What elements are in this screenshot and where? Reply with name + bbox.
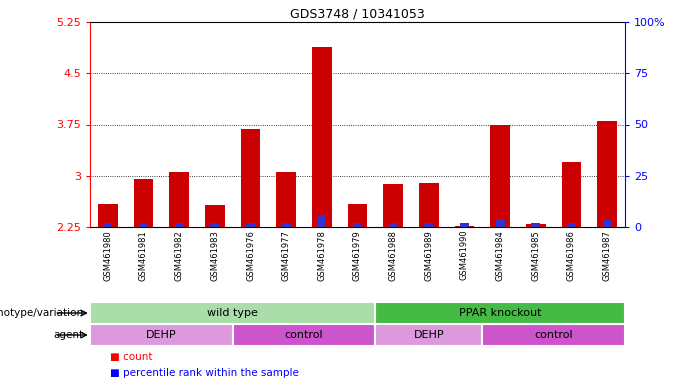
Bar (98, 204, 118, 227)
Text: ■ percentile rank within the sample: ■ percentile rank within the sample (110, 367, 299, 377)
Bar (282, 223, 290, 227)
Bar (318, 215, 326, 227)
Bar (567, 223, 576, 227)
Bar (246, 223, 255, 227)
Bar (562, 162, 581, 227)
Text: DEHP: DEHP (146, 330, 177, 340)
Bar (210, 223, 219, 227)
Bar (241, 129, 260, 227)
Bar (233, 324, 375, 346)
Bar (602, 219, 611, 227)
Bar (455, 226, 475, 227)
Bar (205, 205, 224, 227)
Bar (169, 172, 189, 227)
Bar (139, 223, 148, 227)
Text: control: control (285, 330, 323, 340)
Text: wild type: wild type (207, 308, 258, 318)
Text: DEHP: DEHP (413, 330, 444, 340)
Text: agent: agent (53, 330, 83, 340)
Bar (482, 324, 625, 346)
Bar (419, 182, 439, 227)
Bar (90, 324, 233, 346)
Text: control: control (534, 330, 573, 340)
Bar (347, 204, 367, 227)
Bar (375, 324, 482, 346)
Bar (276, 172, 296, 227)
Bar (103, 223, 112, 227)
Bar (175, 223, 184, 227)
Bar (384, 184, 403, 227)
Bar (490, 124, 510, 227)
Bar (375, 303, 625, 324)
Bar (134, 179, 153, 227)
Text: ■ count: ■ count (110, 352, 153, 362)
Bar (460, 223, 469, 227)
Text: PPAR knockout: PPAR knockout (459, 308, 541, 318)
Bar (90, 303, 375, 324)
Bar (531, 223, 540, 227)
Bar (597, 121, 617, 227)
Bar (496, 219, 505, 227)
Bar (353, 223, 362, 227)
Bar (424, 223, 433, 227)
Text: genotype/variation: genotype/variation (0, 308, 83, 318)
Bar (312, 47, 332, 227)
Bar (526, 223, 545, 227)
Title: GDS3748 / 10341053: GDS3748 / 10341053 (290, 8, 425, 21)
Bar (389, 223, 398, 227)
